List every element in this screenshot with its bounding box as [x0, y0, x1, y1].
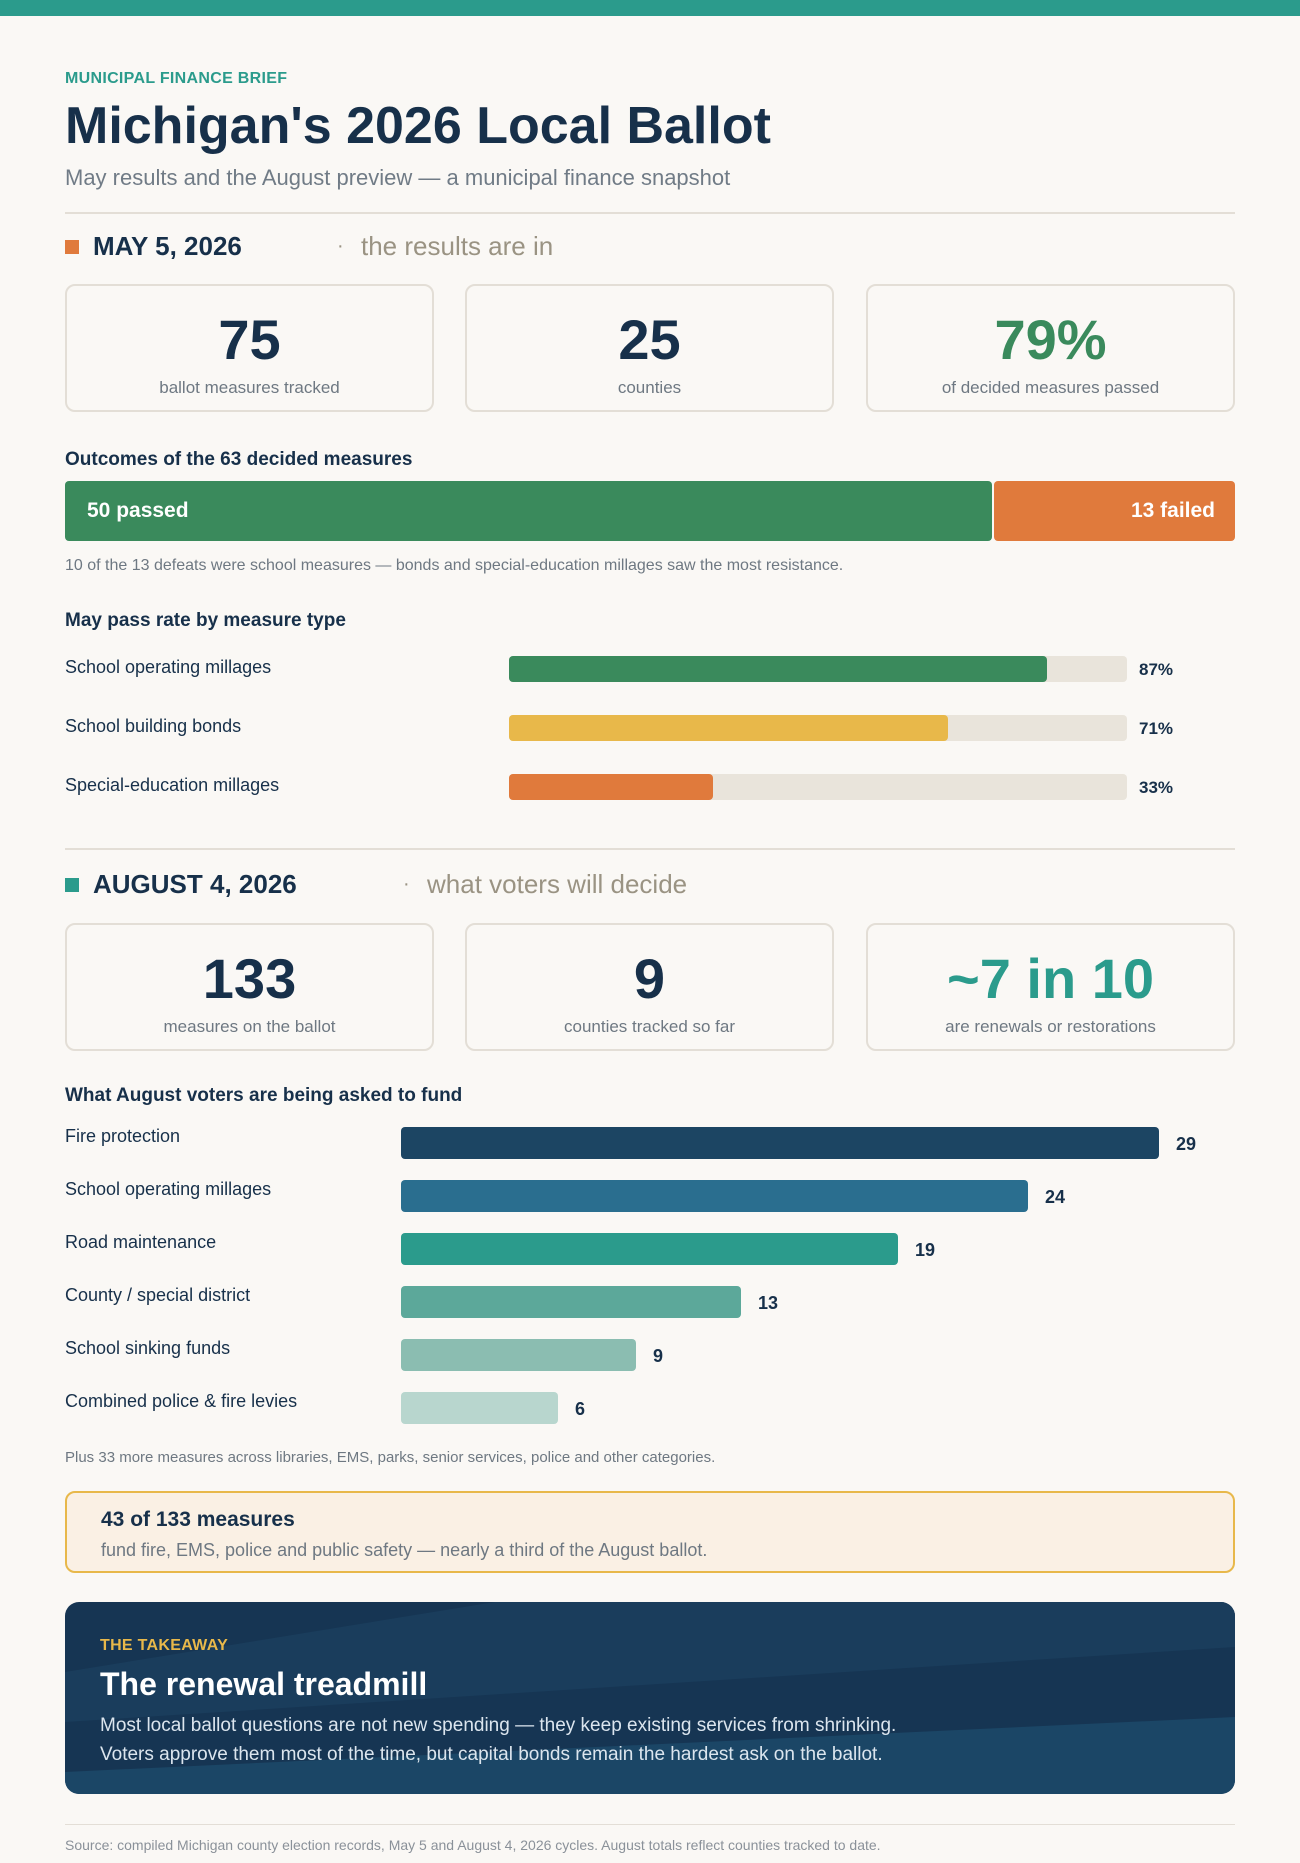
fund-value-label: 19 — [915, 1240, 936, 1260]
rate-category-label: School operating millages — [65, 657, 272, 677]
stat-card: 9 counties tracked so far — [465, 923, 834, 1051]
square-icon — [65, 240, 79, 254]
rate-bar-track — [509, 715, 1127, 741]
page-title: Michigan's 2026 Local Ballot — [65, 97, 771, 155]
takeaway-background — [65, 1602, 1235, 1794]
fund-bar — [401, 1286, 741, 1318]
stat-card: ~7 in 10 are renewals or restorations — [866, 923, 1235, 1051]
failed-segment — [994, 481, 1235, 541]
stat-label: are renewals or restorations — [945, 1017, 1156, 1036]
fund-value-label: 9 — [653, 1346, 664, 1366]
stat-label: ballot measures tracked — [159, 378, 340, 397]
stat-value: 75 — [218, 308, 281, 371]
rate-value-label: 87% — [1139, 660, 1174, 679]
outcomes-note: 10 of the 13 defeats were school measure… — [65, 557, 844, 574]
stat-card: 133 measures on the ballot — [65, 923, 434, 1051]
stat-label: measures on the ballot — [163, 1017, 336, 1036]
passed-segment — [65, 481, 992, 541]
may-tagline: the results are in — [361, 231, 554, 261]
page-subtitle: May results and the August preview — a m… — [65, 165, 731, 190]
separator-dot: · — [337, 235, 344, 257]
takeaway-kicker: THE TAKEAWAY — [100, 1637, 229, 1654]
fund-bar — [401, 1180, 1028, 1212]
top-accent-bar — [0, 0, 1300, 16]
takeaway-line: Voters approve them most of the time, bu… — [100, 1744, 883, 1765]
rate-bar — [509, 774, 713, 800]
square-icon — [65, 878, 79, 892]
stat-label: of decided measures passed — [941, 378, 1160, 397]
rate-bar — [509, 715, 948, 741]
pass-rate-title: May pass rate by measure type — [65, 610, 346, 631]
stat-card: 25 counties — [465, 284, 834, 412]
rate-bar — [509, 656, 1047, 682]
public-safety-callout: 43 of 133 measures fund fire, EMS, polic… — [65, 1491, 1235, 1573]
divider — [65, 848, 1235, 850]
stat-card: 79% of decided measures passed — [866, 284, 1235, 412]
callout-body: fund fire, EMS, police and public safety… — [101, 1540, 708, 1560]
rate-value-label: 33% — [1139, 778, 1174, 797]
fund-category-label: Road maintenance — [65, 1232, 217, 1252]
fund-bar — [401, 1392, 558, 1424]
source-note: Source: compiled Michigan county electio… — [65, 1837, 881, 1853]
august-date: AUGUST 4, 2026 — [93, 869, 297, 899]
fund-bar — [401, 1233, 898, 1265]
passed-label: 50 passed — [87, 499, 189, 522]
fund-note: Plus 33 more measures across libraries, … — [65, 1449, 716, 1466]
failed-label: 13 failed — [1130, 499, 1215, 522]
divider — [65, 212, 1235, 214]
fund-value-label: 13 — [758, 1293, 779, 1313]
stat-label: counties — [617, 378, 682, 397]
may-stat-cards: 75 ballot measures tracked 25 counties 7… — [65, 284, 1235, 412]
rate-bar-track — [509, 656, 1127, 682]
fund-chart-title: What August voters are being asked to fu… — [65, 1085, 463, 1106]
stat-value: ~7 in 10 — [946, 947, 1155, 1010]
fund-category-label: County / special district — [65, 1285, 251, 1305]
rate-category-label: School building bonds — [65, 716, 242, 736]
outcomes-title: Outcomes of the 63 decided measures — [65, 449, 413, 470]
august-tagline: what voters will decide — [427, 869, 688, 899]
fund-value-label: 29 — [1176, 1134, 1197, 1154]
may-date: MAY 5, 2026 — [93, 231, 242, 261]
rate-value-label: 71% — [1139, 719, 1174, 738]
may-section-header: MAY 5, 2026 · the results are in — [65, 231, 1235, 263]
rate-bar-track — [509, 774, 1127, 800]
stat-label: counties tracked so far — [563, 1017, 736, 1036]
august-section-header: AUGUST 4, 2026 · what voters will decide — [65, 869, 1235, 901]
fund-bar — [401, 1127, 1159, 1159]
stat-value: 133 — [202, 947, 297, 1010]
fund-category-label: Fire protection — [65, 1126, 181, 1146]
stat-value: 9 — [633, 947, 666, 1010]
fund-bar — [401, 1339, 636, 1371]
august-stat-cards: 133 measures on the ballot 9 counties tr… — [65, 923, 1235, 1051]
stat-value: 25 — [618, 308, 681, 371]
takeaway-line: Most local ballot questions are not new … — [100, 1715, 897, 1736]
takeaway-panel: THE TAKEAWAY The renewal treadmill Most … — [65, 1602, 1235, 1794]
fund-category-label: Combined police & fire levies — [65, 1391, 298, 1411]
fund-value-label: 24 — [1045, 1187, 1066, 1207]
stat-value: 79% — [994, 308, 1107, 371]
outcomes-stacked-bar: 50 passed 13 failed — [65, 481, 1235, 541]
callout-headline: 43 of 133 measures — [101, 1508, 295, 1531]
stat-card: 75 ballot measures tracked — [65, 284, 434, 412]
separator-dot: · — [403, 873, 410, 895]
divider — [65, 1824, 1235, 1825]
fund-value-label: 6 — [575, 1399, 586, 1419]
fund-category-label: School operating millages — [65, 1179, 272, 1199]
rate-category-label: Special-education millages — [65, 775, 280, 795]
takeaway-title: The renewal treadmill — [100, 1666, 428, 1702]
brief-kicker: MUNICIPAL FINANCE BRIEF — [65, 70, 288, 87]
fund-category-label: School sinking funds — [65, 1338, 231, 1358]
